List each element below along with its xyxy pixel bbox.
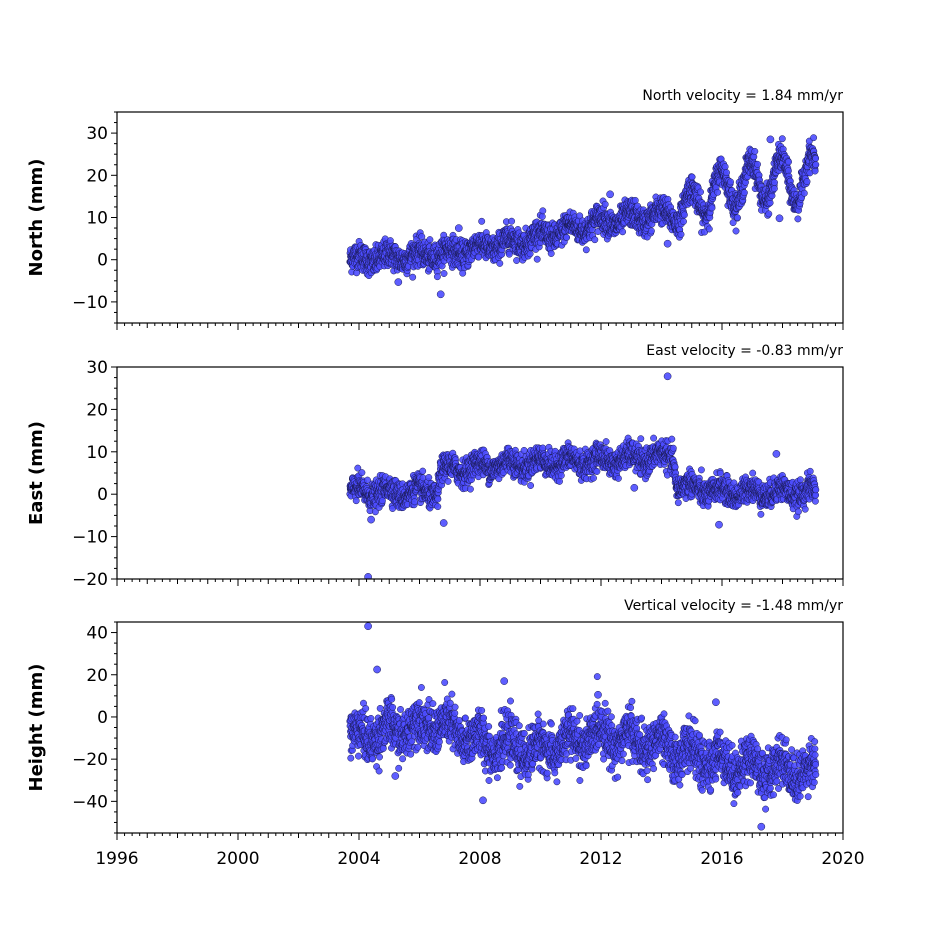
data-point: [411, 498, 419, 506]
north-velocity-title: North velocity = 1.84 mm/yr: [642, 88, 843, 104]
data-point: [669, 444, 677, 452]
data-point: [727, 178, 734, 186]
data-point: [749, 469, 757, 477]
data-point: [800, 189, 808, 197]
data-point: [771, 179, 778, 186]
data-point: [539, 207, 547, 215]
data-point: [496, 259, 504, 267]
data-point: [754, 160, 761, 168]
data-point: [466, 485, 474, 493]
data-point: [778, 135, 786, 143]
data-point: [794, 215, 802, 223]
data-point: [708, 204, 716, 212]
north-y-tick-label: 20: [86, 166, 108, 186]
data-point: [547, 250, 555, 257]
data-point: [674, 499, 682, 507]
data-point: [765, 210, 773, 218]
data-point: [538, 213, 546, 221]
north-y-tick-label: 30: [86, 124, 108, 144]
data-point: [508, 217, 516, 225]
data-point: [671, 463, 679, 471]
data-point: [723, 169, 730, 177]
data-point: [714, 188, 722, 196]
data-point: [527, 482, 535, 489]
data-point: [614, 474, 622, 482]
data-point: [590, 474, 597, 482]
data-point: [668, 435, 676, 443]
data-point: [582, 246, 590, 254]
data-point: [740, 189, 748, 197]
data-point: [705, 225, 713, 233]
data-point: [810, 134, 818, 142]
data-point: [563, 234, 571, 241]
data-point: [444, 477, 452, 485]
outlier-point: [394, 278, 403, 286]
data-point: [425, 474, 433, 481]
data-point: [434, 495, 442, 503]
data-point: [434, 503, 442, 511]
data-point: [812, 155, 820, 162]
data-point: [505, 250, 513, 258]
data-point: [433, 273, 441, 281]
panel-north: −10 0 10 20 30 North velocity = 1.84 mm/yr Nor…: [26, 88, 844, 330]
data-point: [688, 173, 696, 181]
data-point: [419, 467, 427, 475]
outlier-point: [454, 224, 463, 232]
outlier-point: [663, 239, 672, 248]
data-point: [533, 255, 541, 263]
outlier-point: [436, 290, 445, 299]
data-point: [732, 227, 740, 235]
data-point: [601, 200, 609, 208]
data-point: [619, 228, 627, 236]
data-point: [358, 469, 366, 477]
data-point: [557, 472, 565, 479]
data-point: [680, 211, 688, 219]
east-data-points: [346, 372, 820, 579]
data-point: [556, 477, 563, 485]
data-point: [803, 178, 811, 186]
data-point: [647, 227, 655, 235]
data-point: [733, 214, 741, 222]
data-point: [637, 435, 645, 443]
data-point: [426, 236, 434, 244]
data-point: [539, 444, 547, 452]
outlier-point: [775, 214, 784, 223]
data-point: [576, 212, 584, 220]
north-y-tick-label: 0: [97, 251, 108, 271]
data-point: [593, 468, 601, 475]
data-point: [785, 158, 792, 166]
data-point: [602, 438, 610, 446]
data-point: [631, 196, 639, 204]
data-point: [697, 466, 705, 474]
data-point: [721, 163, 729, 171]
data-point: [677, 230, 685, 238]
data-point: [513, 257, 521, 264]
north-data-points: [346, 134, 820, 299]
data-point: [526, 250, 534, 258]
outlier-point: [766, 135, 775, 144]
data-point: [770, 185, 778, 193]
outlier-point: [606, 190, 614, 199]
data-point: [440, 270, 448, 277]
data-point: [591, 236, 599, 244]
data-point: [812, 161, 820, 169]
data-point: [751, 147, 759, 155]
data-point: [697, 188, 704, 196]
data-point: [352, 497, 360, 505]
data-point: [409, 273, 417, 281]
north-y-tick-label: −10: [72, 293, 108, 313]
data-point: [478, 217, 486, 225]
data-point: [418, 233, 426, 241]
data-point: [650, 434, 658, 442]
north-y-tick-label: 10: [86, 209, 108, 229]
north-y-axis-label: North (mm): [26, 159, 47, 277]
data-point: [680, 218, 687, 225]
data-point: [716, 469, 724, 477]
